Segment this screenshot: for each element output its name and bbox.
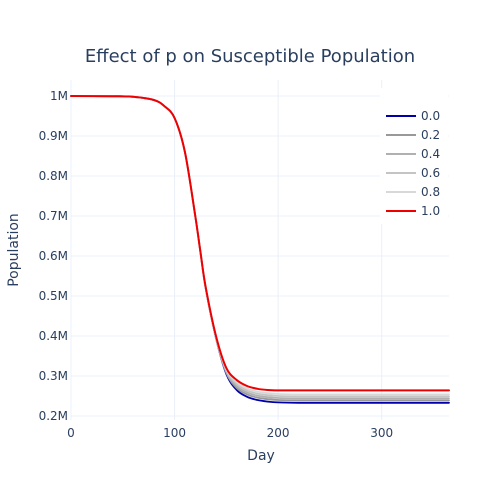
- legend-label-1-0: 1.0: [421, 204, 440, 218]
- series-line-1-0: [70, 95, 450, 392]
- legend: p 0.00.20.40.60.81.0: [380, 88, 448, 224]
- y-tick-label: 1M: [50, 89, 68, 103]
- x-tick-label: 300: [370, 426, 393, 440]
- legend-label-0-4: 0.4: [421, 147, 440, 161]
- legend-label-0-2: 0.2: [421, 128, 440, 142]
- y-tick-label: 0.5M: [39, 289, 68, 303]
- axis-layer: 0 100 200 300 0.2M 0.3M 0.4M 0.5M 0.6M 0.7M 0.8M 0.…: [39, 89, 394, 440]
- x-axis-title: Day: [247, 448, 275, 464]
- y-tick-label: 0.4M: [39, 329, 68, 343]
- x-tick-label: 0: [67, 426, 75, 440]
- legend-label-0-6: 0.6: [421, 166, 440, 180]
- legend-label-0-8: 0.8: [421, 185, 440, 199]
- y-tick-label: 0.8M: [39, 169, 68, 183]
- legend-label-0-0: 0.0: [421, 109, 440, 123]
- y-tick-label: 0.2M: [39, 409, 68, 423]
- y-tick-label: 0.6M: [39, 249, 68, 263]
- x-tick-label: 200: [267, 426, 290, 440]
- legend-background: [380, 88, 448, 224]
- y-tick-label: 0.9M: [39, 129, 68, 143]
- series-layer: [70, 95, 450, 404]
- y-tick-label: 0.7M: [39, 209, 68, 223]
- legend-items: 0.0 0.2 0.4 0.6 0.8 1.0: [380, 88, 448, 224]
- y-tick-label: 0.3M: [39, 369, 68, 383]
- y-axis-title: Population: [6, 213, 22, 287]
- x-tick-label: 100: [163, 426, 186, 440]
- chart-title: Effect of p on Susceptible Population: [85, 46, 415, 67]
